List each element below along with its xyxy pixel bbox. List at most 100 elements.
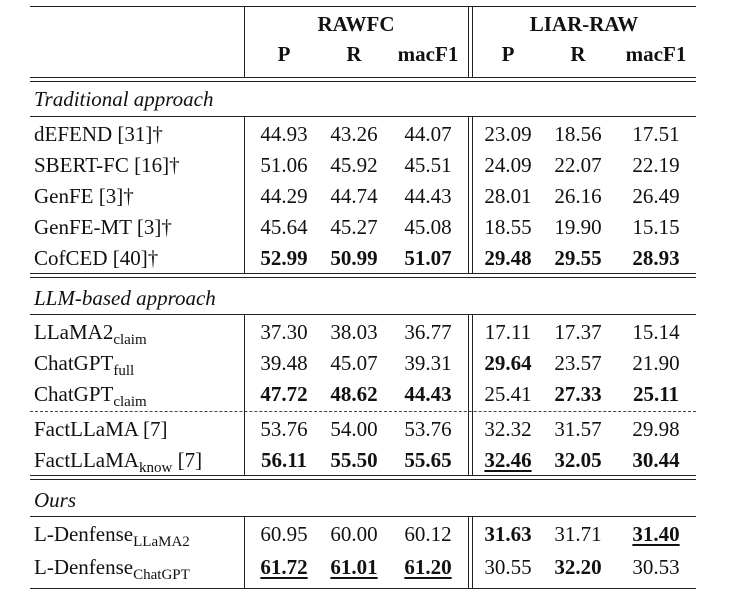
score-cell: 17.37 bbox=[542, 317, 614, 347]
score-cell: 29.98 bbox=[620, 414, 692, 444]
score-value: 18.55 bbox=[484, 215, 532, 239]
row-label: ChatGPTfull bbox=[34, 348, 135, 379]
col-header-r-rawfc: R bbox=[346, 42, 362, 66]
score-cell: 38.03 bbox=[318, 317, 390, 347]
section-title-llm: LLM-based approach bbox=[34, 286, 216, 310]
score-value: 51.06 bbox=[260, 153, 308, 177]
score-cell: 24.09 bbox=[472, 150, 544, 180]
score-value: 53.76 bbox=[404, 417, 452, 441]
score-value: 61.01 bbox=[330, 555, 378, 579]
col-header-p-rawfc: P bbox=[277, 42, 291, 66]
group-header-rawfc: RAWFC bbox=[317, 12, 395, 36]
score-value: 56.11 bbox=[260, 448, 308, 472]
score-cell: 45.64 bbox=[248, 212, 320, 242]
score-cell: 45.51 bbox=[392, 150, 464, 180]
section2-rule bbox=[30, 314, 696, 315]
score-cell: 61.01 bbox=[318, 552, 390, 582]
score-cell: 25.11 bbox=[620, 379, 692, 409]
score-value: 23.09 bbox=[484, 122, 532, 146]
section2-end-rule-double bbox=[30, 479, 696, 480]
score-cell: 51.07 bbox=[392, 243, 464, 273]
score-value: 25.11 bbox=[632, 382, 680, 406]
vrule-header-mid2 bbox=[472, 6, 473, 77]
score-value: 32.46 bbox=[484, 448, 532, 472]
score-value: 44.43 bbox=[404, 382, 452, 406]
vrule-s2-mid2 bbox=[472, 314, 473, 475]
section1-end-rule-double bbox=[30, 277, 696, 278]
score-cell: 15.15 bbox=[620, 212, 692, 242]
score-cell: 30.44 bbox=[620, 445, 692, 475]
score-value: 17.51 bbox=[632, 122, 680, 146]
score-cell: 30.53 bbox=[620, 552, 692, 582]
row-label-subscript: full bbox=[113, 363, 135, 379]
score-value: 17.11 bbox=[484, 320, 532, 344]
vrule-s1-mid bbox=[468, 116, 469, 273]
score-value: 38.03 bbox=[330, 320, 378, 344]
row-label-subscript: ChatGPT bbox=[133, 567, 190, 583]
score-cell: 43.26 bbox=[318, 119, 390, 149]
score-value: 61.20 bbox=[404, 555, 452, 579]
score-value: 44.07 bbox=[404, 122, 452, 146]
score-value: 31.40 bbox=[632, 522, 680, 546]
vrule-s3-mid bbox=[468, 516, 469, 588]
score-value: 45.07 bbox=[330, 351, 378, 375]
row-label: dEFEND [31]† bbox=[34, 122, 163, 146]
row-label: CofCED [40]† bbox=[34, 246, 159, 270]
score-value: 28.93 bbox=[632, 246, 680, 270]
score-cell: 31.63 bbox=[472, 519, 544, 549]
section-title-traditional: Traditional approach bbox=[34, 87, 214, 111]
vrule-s3-mid2 bbox=[472, 516, 473, 588]
score-value: 45.64 bbox=[260, 215, 308, 239]
score-value: 26.16 bbox=[554, 184, 602, 208]
score-value: 31.71 bbox=[554, 522, 602, 546]
group-header-liar-raw: LIAR-RAW bbox=[529, 12, 639, 36]
score-value: 30.53 bbox=[632, 555, 680, 579]
score-cell: 44.93 bbox=[248, 119, 320, 149]
score-value: 48.62 bbox=[330, 382, 378, 406]
row-label: L-DenfenseChatGPT bbox=[34, 552, 190, 583]
section3-rule bbox=[30, 516, 696, 517]
score-cell: 45.07 bbox=[318, 348, 390, 378]
score-value: 17.37 bbox=[554, 320, 602, 344]
score-value: 44.29 bbox=[260, 184, 308, 208]
col-header-r-liar: R bbox=[570, 42, 586, 66]
score-cell: 26.16 bbox=[542, 181, 614, 211]
vrule-header-left bbox=[244, 6, 245, 77]
score-value: 15.14 bbox=[632, 320, 680, 344]
score-cell: 18.56 bbox=[542, 119, 614, 149]
vrule-s1-mid2 bbox=[472, 116, 473, 273]
score-value: 23.57 bbox=[554, 351, 602, 375]
score-cell: 60.95 bbox=[248, 519, 320, 549]
score-cell: 44.43 bbox=[392, 379, 464, 409]
row-label-subscript: know bbox=[138, 460, 173, 476]
score-value: 19.90 bbox=[554, 215, 602, 239]
score-cell: 32.05 bbox=[542, 445, 614, 475]
score-cell: 23.09 bbox=[472, 119, 544, 149]
score-value: 29.98 bbox=[632, 417, 680, 441]
row-label: LLaMA2claim bbox=[34, 317, 147, 348]
section1-rule bbox=[30, 116, 696, 117]
score-cell: 17.51 bbox=[620, 119, 692, 149]
col-header-p-liar: P bbox=[501, 42, 515, 66]
row-label-name: ChatGPT bbox=[34, 351, 114, 375]
score-cell: 48.62 bbox=[318, 379, 390, 409]
score-value: 60.12 bbox=[404, 522, 452, 546]
score-value: 45.51 bbox=[404, 153, 452, 177]
score-cell: 54.00 bbox=[318, 414, 390, 444]
vrule-s2-left bbox=[244, 314, 245, 475]
score-cell: 30.55 bbox=[472, 552, 544, 582]
section1-end-rule bbox=[30, 273, 696, 274]
score-cell: 51.06 bbox=[248, 150, 320, 180]
score-value: 43.26 bbox=[330, 122, 378, 146]
score-cell: 55.50 bbox=[318, 445, 390, 475]
row-label: L-DenfenseLLaMA2 bbox=[34, 519, 190, 550]
score-value: 55.50 bbox=[330, 448, 378, 472]
score-cell: 21.90 bbox=[620, 348, 692, 378]
row-label: GenFE-MT [3]† bbox=[34, 215, 172, 239]
score-value: 37.30 bbox=[260, 320, 308, 344]
score-value: 25.41 bbox=[484, 382, 532, 406]
score-value: 32.05 bbox=[554, 448, 602, 472]
score-cell: 45.27 bbox=[318, 212, 390, 242]
score-value: 22.07 bbox=[554, 153, 602, 177]
score-cell: 22.19 bbox=[620, 150, 692, 180]
